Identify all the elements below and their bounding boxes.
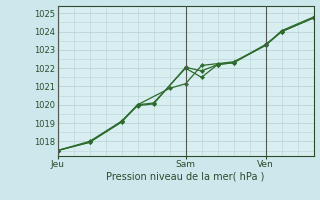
X-axis label: Pression niveau de la mer( hPa ): Pression niveau de la mer( hPa ) bbox=[107, 172, 265, 182]
